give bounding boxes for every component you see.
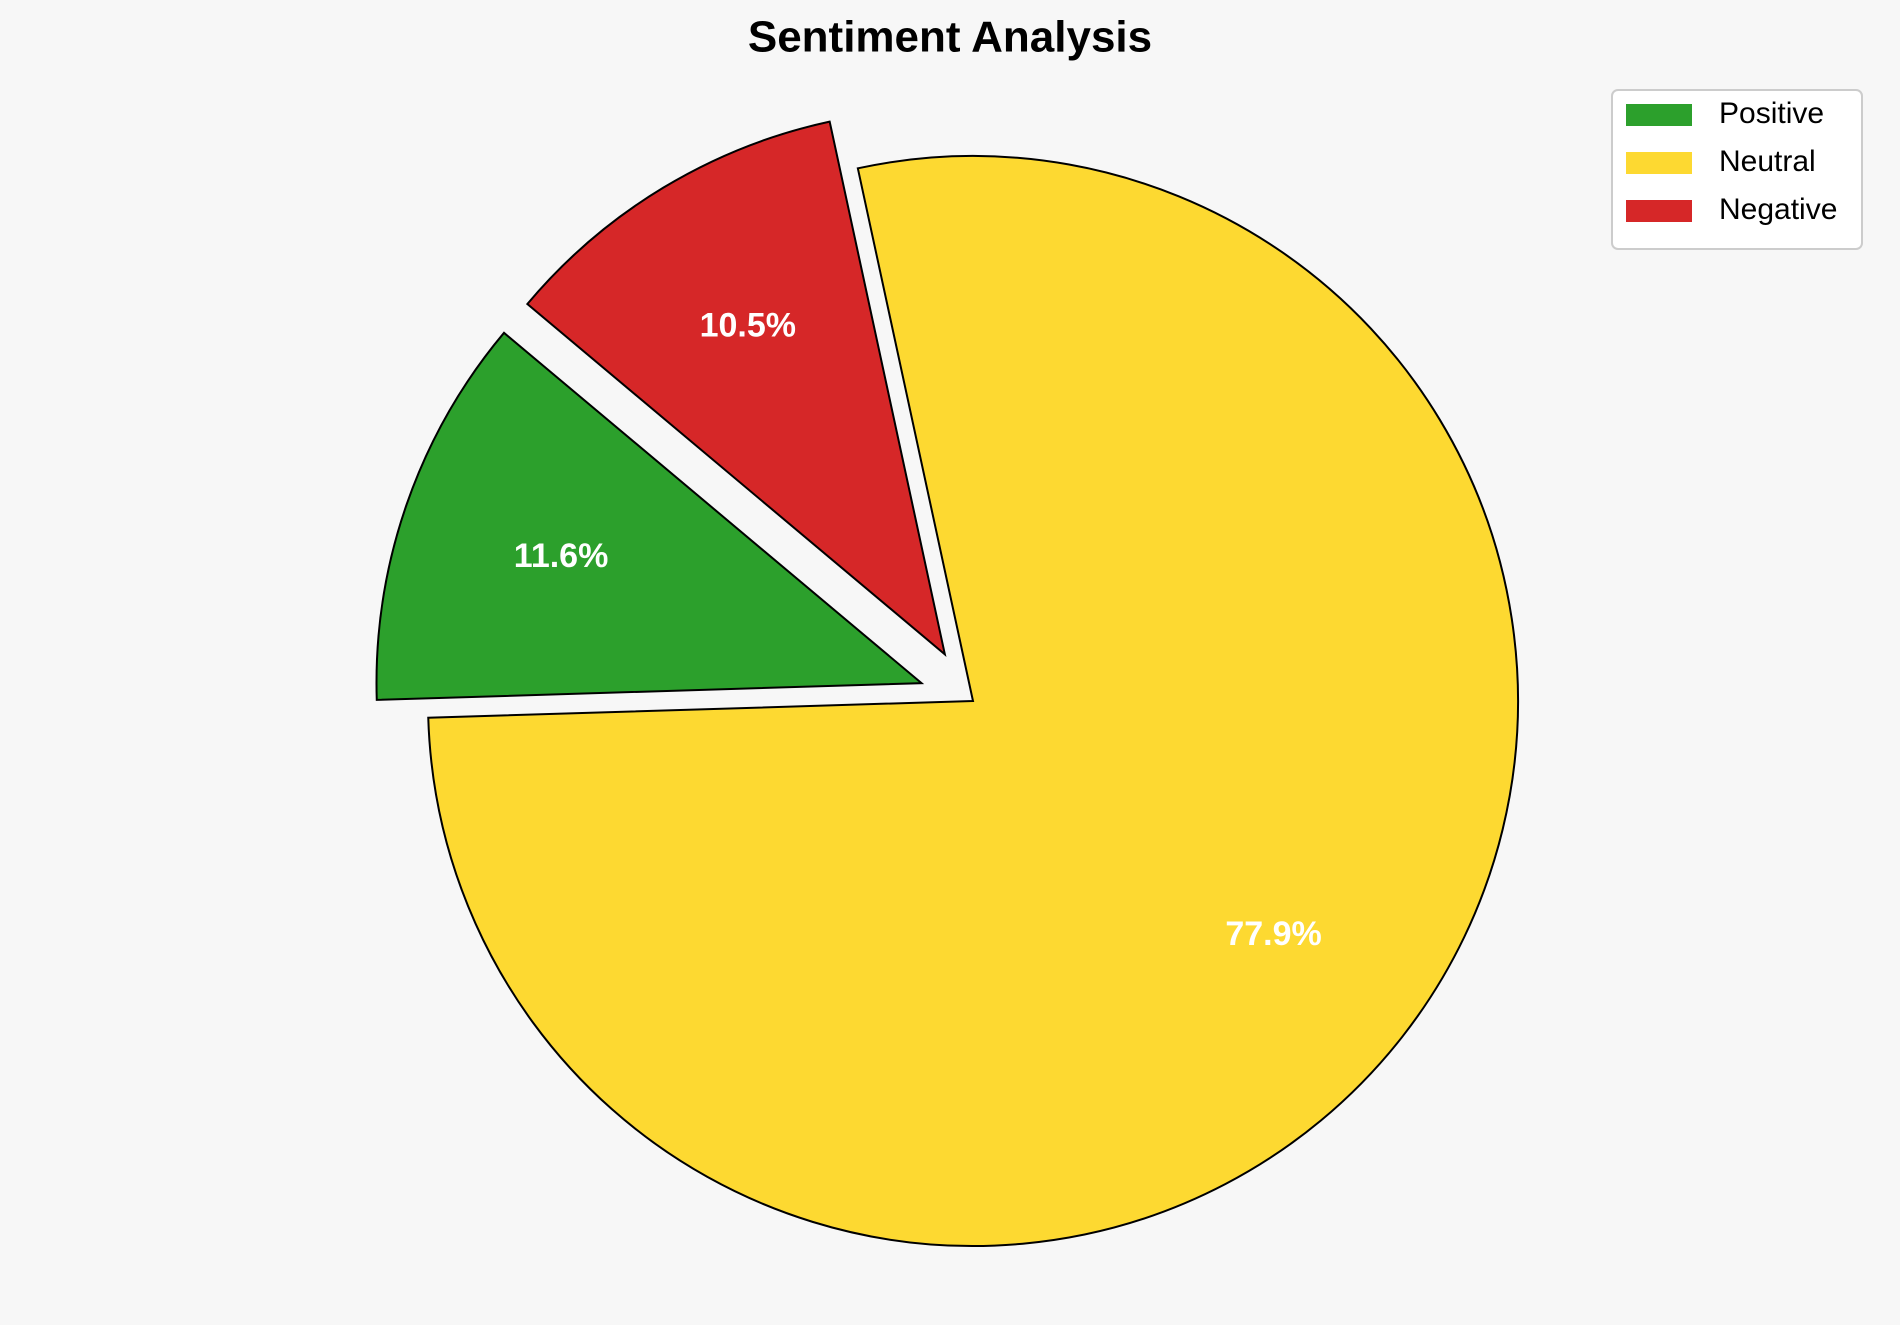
slice-label: 11.6% bbox=[514, 537, 609, 575]
pie-slice bbox=[525, 120, 947, 657]
legend-label: Negative bbox=[1719, 193, 1837, 226]
slice-label: 77.9% bbox=[1225, 915, 1321, 953]
legend-label: Neutral bbox=[1719, 145, 1816, 178]
pie-slice bbox=[375, 331, 925, 701]
pie: 11.6% 77.9% 10.5% bbox=[375, 120, 1519, 1247]
pie-slice bbox=[427, 154, 1519, 1247]
legend-label: Positive bbox=[1719, 97, 1824, 130]
chart-title: Sentiment Analysis bbox=[748, 13, 1152, 62]
legend-swatch bbox=[1626, 104, 1692, 126]
legend-swatch bbox=[1626, 152, 1692, 174]
slice-label: 10.5% bbox=[700, 307, 796, 345]
legend-swatch bbox=[1626, 200, 1692, 222]
legend: Positive Neutral Negative bbox=[1611, 89, 1863, 250]
